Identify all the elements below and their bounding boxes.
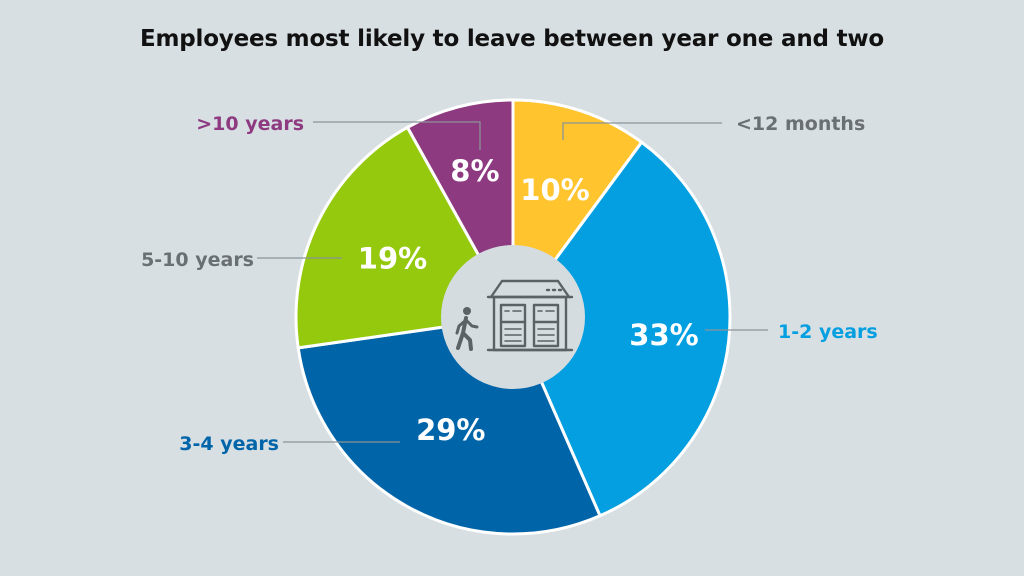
slice-value-12-months: 10% — [520, 173, 589, 207]
leader-lines — [257, 121, 768, 443]
slice-value-1-2-years: 33% — [629, 318, 698, 352]
category-label-5-10-years: 5-10 years — [141, 249, 254, 271]
slice-value-3-4-years: 29% — [416, 413, 485, 447]
slice-1-2-years — [511, 140, 732, 518]
category-label-10-years: >10 years — [196, 113, 304, 135]
person-leaving-building-icon — [455, 279, 574, 352]
leader-line-12-months — [562, 122, 722, 140]
slice-value-5-10-years: 19% — [358, 241, 427, 275]
slice-labels: 10% <12 months 33% 1-2 years 29% 3-4 years 19%… — [141, 113, 878, 455]
category-label-3-4-years: 3-4 years — [179, 433, 279, 455]
leader-line-10-years — [313, 121, 481, 150]
category-label-1-2-years: 1-2 years — [778, 321, 878, 343]
slice-value-10-years: 8% — [450, 154, 499, 188]
donut-hole — [441, 245, 585, 389]
chart-title: Employees most likely to leave between y… — [139, 26, 885, 52]
category-label-12-months: <12 months — [736, 113, 865, 135]
